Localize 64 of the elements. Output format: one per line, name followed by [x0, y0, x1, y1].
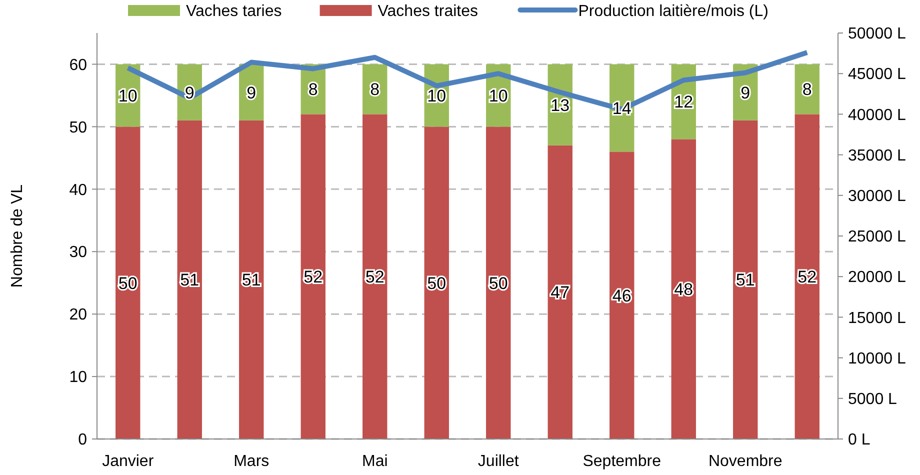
y2-tick-label: 50000 L	[848, 26, 906, 43]
data-label: 51	[242, 270, 261, 290]
y-tick-label: 30	[69, 244, 88, 262]
y-tick-label: 20	[69, 306, 88, 324]
data-label: 9	[184, 83, 194, 102]
bar	[177, 120, 202, 439]
legend-label: Production laitière/mois (L)	[578, 3, 768, 20]
data-label: 52	[365, 268, 384, 287]
data-label: 10	[118, 86, 138, 106]
y-tick-label: 0	[78, 432, 88, 449]
data-label: 10	[488, 86, 508, 106]
bar	[424, 126, 449, 439]
data-label: 47	[550, 283, 570, 302]
y2-tick-label: 20000 L	[848, 269, 906, 286]
bar	[239, 120, 264, 439]
data-label: 14	[612, 98, 632, 118]
y-tick-label: 40	[69, 182, 88, 199]
bar	[486, 126, 511, 439]
y2-tick-label: 30000 L	[848, 188, 906, 205]
data-label: 48	[674, 280, 694, 300]
x-tick-label: Janvier	[102, 453, 154, 470]
bar	[794, 114, 820, 439]
y2-tick-label: 0 L	[848, 432, 870, 449]
data-label: 8	[802, 80, 812, 100]
y-axis-title: Nombre de VL	[9, 184, 26, 288]
y-tick-label: 10	[69, 369, 88, 386]
data-label: 8	[308, 80, 318, 100]
data-label: 50	[488, 274, 508, 293]
y2-tick-label: 15000 L	[848, 310, 906, 327]
x-tick-label: Septembre	[582, 453, 662, 470]
data-label: 51	[736, 270, 755, 290]
y2-tick-label: 25000 L	[848, 228, 906, 246]
x-tick-label: Juillet	[478, 453, 520, 470]
data-label: 9	[246, 83, 256, 102]
y2-tick-label: 35000 L	[848, 147, 906, 164]
bar	[300, 114, 326, 439]
data-label: 46	[612, 286, 632, 306]
bar	[671, 139, 696, 439]
y2-tick-label: 40000 L	[848, 106, 906, 124]
x-tick-label: Novembre	[708, 453, 782, 470]
bar	[362, 114, 388, 439]
data-label: 50	[118, 274, 138, 293]
data-label: 13	[550, 96, 570, 115]
x-tick-label: Mars	[234, 453, 270, 470]
data-label: 8	[370, 80, 380, 100]
y2-tick-label: 10000 L	[848, 350, 906, 368]
bar	[116, 126, 140, 439]
data-label: 50	[427, 274, 446, 293]
legend-label: Vaches traites	[378, 3, 478, 20]
bar	[733, 120, 758, 439]
data-label: 9	[740, 83, 750, 102]
data-label: 52	[798, 268, 817, 287]
data-label: 52	[304, 268, 323, 287]
y2-tick-label: 45000 L	[848, 66, 906, 84]
y-tick-label: 60	[69, 56, 88, 74]
data-label: 51	[180, 270, 200, 290]
bar	[610, 152, 634, 439]
bar	[548, 145, 572, 439]
x-tick-label: Mai	[362, 453, 388, 470]
y2-tick-label: 5000 L	[848, 391, 898, 408]
legend-label: Vaches taries	[186, 3, 282, 20]
data-label: 10	[427, 86, 446, 106]
data-label: 12	[674, 92, 694, 112]
y-tick-label: 50	[69, 119, 88, 136]
